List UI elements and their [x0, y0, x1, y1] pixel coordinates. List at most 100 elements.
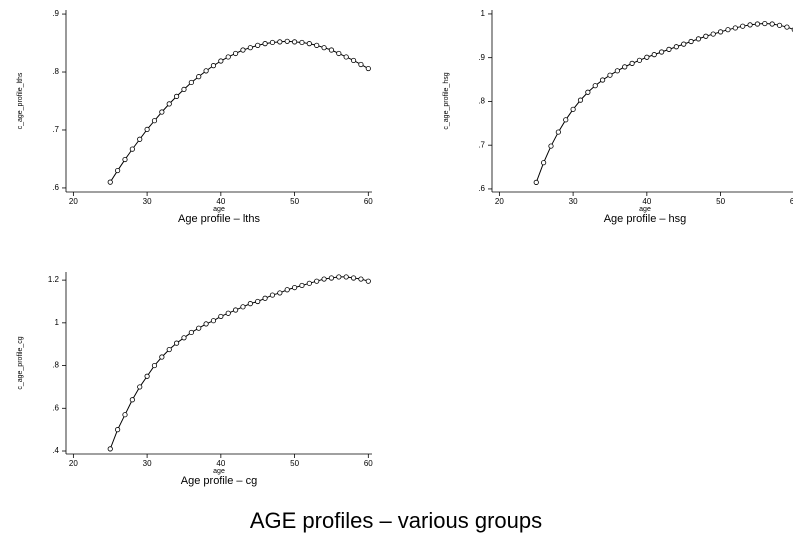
- marker: [747, 22, 753, 28]
- marker: [328, 275, 335, 281]
- marker: [769, 21, 775, 27]
- marker: [115, 427, 121, 433]
- marker: [210, 63, 217, 69]
- x-tick-label: 60: [364, 459, 373, 468]
- marker: [541, 160, 547, 166]
- marker: [740, 23, 746, 29]
- marker: [181, 86, 187, 93]
- x-axis-label: age: [213, 206, 225, 213]
- y-tick-label: .8: [52, 67, 59, 76]
- panel-title: Age profile – cg: [181, 475, 257, 487]
- marker: [225, 54, 231, 60]
- x-tick-label: 60: [790, 197, 793, 206]
- marker: [306, 41, 312, 47]
- x-tick-label: 50: [290, 459, 299, 468]
- y-tick-label: 1: [481, 9, 486, 18]
- y-tick-label: .6: [52, 183, 59, 192]
- marker: [651, 52, 657, 58]
- marker: [336, 274, 342, 280]
- x-axis-label: age: [213, 468, 225, 475]
- marker: [203, 321, 209, 327]
- marker: [622, 64, 628, 70]
- marker: [291, 284, 298, 291]
- x-axis-label: age: [639, 206, 651, 213]
- marker: [358, 276, 364, 282]
- marker: [658, 49, 665, 55]
- marker: [695, 36, 702, 42]
- line: [109, 276, 369, 450]
- marker: [350, 57, 357, 64]
- marker: [196, 74, 202, 80]
- page-title: AGE profiles – various groups: [250, 508, 542, 533]
- panel-title: Age profile – lths: [178, 213, 260, 225]
- marker: [240, 47, 246, 53]
- marker: [299, 282, 305, 289]
- marker: [644, 54, 650, 60]
- marker: [122, 412, 128, 418]
- marker: [188, 79, 194, 86]
- marker: [129, 146, 135, 152]
- marker: [151, 118, 158, 124]
- y-tick-label: .6: [52, 403, 59, 412]
- marker: [107, 179, 113, 185]
- marker: [666, 46, 672, 52]
- marker: [600, 77, 606, 83]
- marker: [681, 41, 687, 47]
- marker: [181, 335, 187, 341]
- marker: [203, 68, 209, 74]
- marker: [358, 61, 364, 68]
- y-tick-label: .7: [52, 125, 59, 134]
- marker: [762, 20, 768, 27]
- marker: [166, 101, 172, 107]
- marker: [144, 373, 150, 379]
- marker: [703, 33, 709, 39]
- marker: [151, 362, 158, 369]
- y-axis-label: c_age_profile_hsg: [443, 72, 450, 129]
- marker: [555, 129, 561, 135]
- marker: [563, 117, 569, 123]
- x-tick-label: 40: [216, 197, 225, 206]
- marker: [585, 89, 591, 95]
- marker: [365, 278, 371, 284]
- marker: [284, 38, 290, 44]
- marker: [277, 39, 283, 45]
- marker: [314, 278, 320, 284]
- marker: [277, 290, 283, 296]
- marker: [137, 136, 143, 142]
- marker: [607, 72, 613, 78]
- marker: [262, 41, 268, 47]
- marker: [122, 156, 128, 163]
- marker: [754, 21, 761, 27]
- line: [535, 23, 793, 183]
- marker: [350, 275, 357, 281]
- marker: [232, 307, 239, 313]
- marker: [255, 42, 261, 48]
- marker: [269, 39, 276, 46]
- marker: [328, 47, 335, 53]
- marker: [673, 44, 679, 50]
- x-tick-label: 30: [143, 459, 152, 468]
- x-tick-label: 60: [364, 197, 373, 206]
- y-axis-label: c_age_profile_cg: [17, 336, 24, 389]
- marker: [137, 384, 143, 390]
- y-tick-label: .9: [52, 9, 59, 18]
- marker: [232, 50, 239, 57]
- marker: [343, 274, 349, 280]
- x-tick-label: 50: [716, 197, 725, 206]
- marker: [732, 25, 738, 31]
- x-tick-label: 20: [69, 459, 78, 468]
- marker: [725, 27, 731, 33]
- marker: [159, 354, 165, 360]
- marker: [343, 54, 349, 60]
- x-tick-label: 20: [495, 197, 504, 206]
- y-tick-label: .4: [52, 446, 59, 455]
- marker: [776, 22, 783, 28]
- marker: [284, 287, 290, 293]
- marker: [577, 97, 584, 103]
- y-tick-label: 1: [55, 318, 60, 327]
- marker: [336, 50, 342, 57]
- marker: [247, 301, 253, 307]
